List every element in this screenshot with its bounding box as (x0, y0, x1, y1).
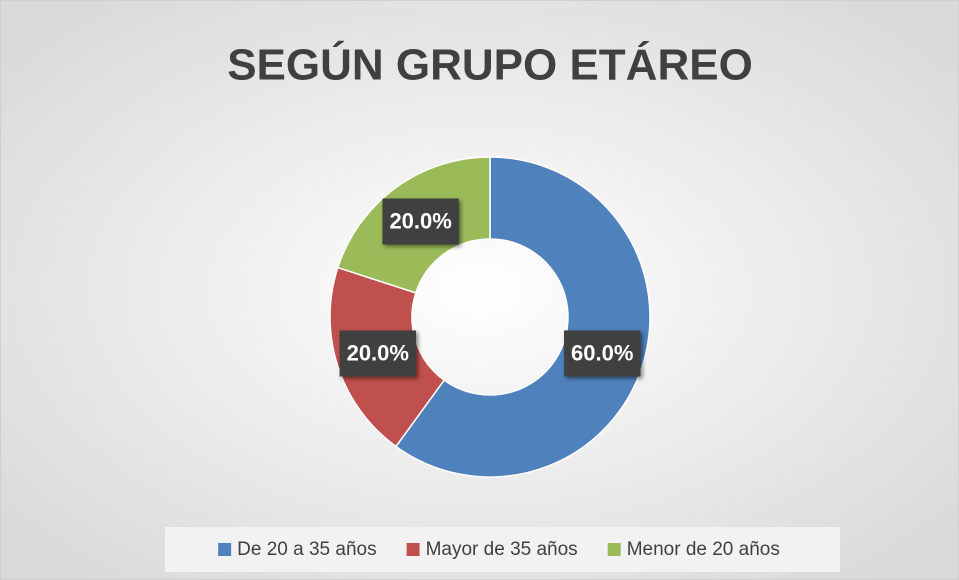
legend-label: Mayor de 35 años (426, 539, 578, 560)
data-label: 20.0% (389, 208, 451, 233)
data-label: 20.0% (347, 340, 409, 365)
data-label-box (564, 330, 641, 377)
donut-segment (394, 156, 651, 478)
legend-swatch (607, 543, 621, 556)
data-label-box (339, 330, 416, 377)
legend-label: De 20 a 35 años (237, 539, 376, 560)
legend-swatch (218, 543, 232, 556)
legend-box (165, 527, 840, 572)
data-label: 60.0% (571, 340, 633, 365)
data-label-box (382, 198, 459, 245)
legend-label: Menor de 20 años (627, 539, 780, 560)
legend-swatch (406, 543, 420, 556)
chart-title: SEGÚN GRUPO ETÁREO (227, 40, 753, 90)
